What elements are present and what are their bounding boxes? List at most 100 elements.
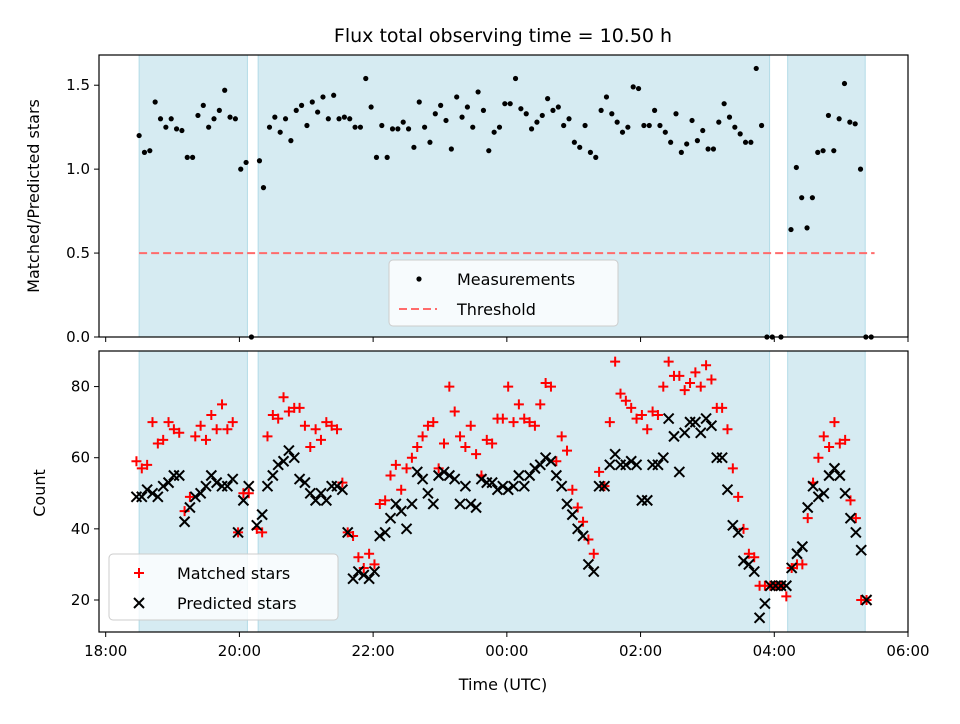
predicted-stars-point bbox=[748, 565, 760, 578]
matched-stars-point bbox=[433, 463, 444, 474]
predicted-stars-point bbox=[662, 412, 675, 425]
matched-stars-point bbox=[315, 434, 326, 445]
predicted-stars-point bbox=[588, 565, 600, 578]
predicted-stars-point bbox=[243, 480, 255, 492]
measurement-point bbox=[841, 80, 848, 87]
measurement-point bbox=[809, 195, 815, 201]
measurement-point bbox=[614, 119, 620, 125]
predicted-stars-point bbox=[555, 480, 568, 492]
matched-stars-point bbox=[690, 367, 701, 378]
measurement-point bbox=[152, 99, 158, 105]
matched-stars-point bbox=[262, 431, 273, 442]
matched-stars-point bbox=[136, 463, 147, 474]
matched-stars-point bbox=[615, 388, 626, 399]
bottom-legend: Matched stars Predicted stars bbox=[108, 553, 339, 621]
measurement-point bbox=[379, 122, 385, 129]
predicted-stars-point bbox=[173, 469, 185, 482]
top-y-tick-label: 0.5 bbox=[66, 244, 90, 262]
measurement-point bbox=[195, 112, 201, 119]
matched-stars-point bbox=[588, 548, 599, 559]
matched-stars-point bbox=[503, 381, 514, 392]
measurement-point bbox=[646, 122, 652, 129]
measurement-point bbox=[341, 114, 347, 120]
matched-stars-point bbox=[567, 484, 578, 495]
matched-stars-point bbox=[850, 513, 861, 524]
predicted-stars-point bbox=[502, 484, 514, 496]
matched-stars-point bbox=[578, 516, 589, 527]
measurement-point bbox=[325, 116, 331, 122]
measurement-point bbox=[432, 111, 438, 117]
predicted-stars-point bbox=[146, 487, 159, 499]
matched-stars-point bbox=[179, 506, 190, 517]
measurement-point bbox=[486, 148, 492, 154]
measurement-point bbox=[641, 122, 647, 129]
measurement-point bbox=[555, 104, 561, 110]
predicted-stars-point bbox=[152, 491, 164, 503]
predicted-stars-point bbox=[347, 572, 359, 585]
measurement-point bbox=[518, 106, 524, 112]
predicted-stars-point bbox=[609, 448, 621, 460]
matched-stars-point bbox=[449, 406, 460, 417]
predicted-stars-point bbox=[368, 565, 381, 578]
predicted-stars-point bbox=[299, 476, 311, 489]
matched-stars-point bbox=[834, 438, 845, 449]
matched-stars-point bbox=[663, 356, 674, 367]
matched-stars-point bbox=[572, 502, 583, 513]
top-legend-label: Threshold bbox=[456, 300, 536, 319]
measurement-point bbox=[141, 149, 148, 155]
matched-stars-point bbox=[428, 417, 439, 428]
predicted-stars-point bbox=[486, 476, 498, 489]
top-legend: Measurements Threshold bbox=[388, 259, 619, 327]
measurement-point bbox=[293, 107, 299, 113]
measurement-point bbox=[357, 124, 364, 130]
predicted-stars-point bbox=[470, 501, 482, 514]
predicted-stars-point bbox=[309, 494, 322, 507]
measurement-point bbox=[200, 102, 206, 108]
matched-stars-point bbox=[519, 413, 530, 424]
predicted-stars-point bbox=[432, 469, 445, 482]
matched-stars-point bbox=[211, 424, 222, 435]
measurement-point bbox=[216, 107, 222, 113]
measurement-point bbox=[304, 122, 310, 129]
predicted-stars-point bbox=[283, 444, 295, 457]
predicted-stars-point bbox=[358, 569, 370, 581]
matched-stars-point bbox=[706, 374, 717, 385]
matched-stars-point bbox=[369, 559, 380, 570]
matched-stars-point bbox=[845, 495, 856, 506]
predicted-stars-point bbox=[384, 512, 397, 524]
measurement-point bbox=[758, 122, 765, 129]
measurement-point bbox=[512, 75, 519, 82]
predicted-stars-point bbox=[342, 526, 354, 539]
matched-stars-point bbox=[283, 406, 294, 417]
predicted-stars-point bbox=[454, 498, 466, 510]
matched-stars-point bbox=[184, 491, 195, 502]
measurement-point bbox=[793, 164, 799, 171]
measurement-point bbox=[496, 124, 503, 130]
predicted-stars-point bbox=[673, 466, 686, 478]
measurement-point bbox=[211, 116, 217, 122]
measurement-point bbox=[545, 96, 551, 102]
matched-stars-point bbox=[200, 434, 211, 445]
measurement-point bbox=[336, 116, 342, 122]
matched-stars-point bbox=[695, 381, 706, 392]
predicted-stars-point bbox=[416, 473, 429, 485]
matched-stars-point bbox=[626, 402, 637, 413]
matched-stars-point bbox=[227, 417, 238, 428]
predicted-stars-point bbox=[352, 565, 365, 578]
predicted-stars-point bbox=[459, 480, 472, 492]
predicted-stars-point bbox=[625, 455, 637, 467]
measurement-point bbox=[726, 114, 733, 120]
top-y-tick-label: 0.0 bbox=[66, 328, 90, 346]
predicted-stars-point bbox=[261, 480, 274, 492]
matched-stars-point bbox=[685, 378, 696, 389]
measurement-point bbox=[737, 131, 743, 137]
bottom-legend-box bbox=[108, 553, 339, 621]
predicted-stars-point bbox=[566, 508, 579, 521]
predicted-stars-point bbox=[791, 548, 803, 560]
matched-stars-point bbox=[390, 459, 401, 470]
predicted-stars-point bbox=[668, 430, 680, 443]
measurement-point bbox=[528, 126, 535, 132]
legend-measurements-marker bbox=[416, 276, 422, 282]
matched-stars-point bbox=[620, 395, 631, 406]
measurement-point bbox=[222, 87, 228, 93]
